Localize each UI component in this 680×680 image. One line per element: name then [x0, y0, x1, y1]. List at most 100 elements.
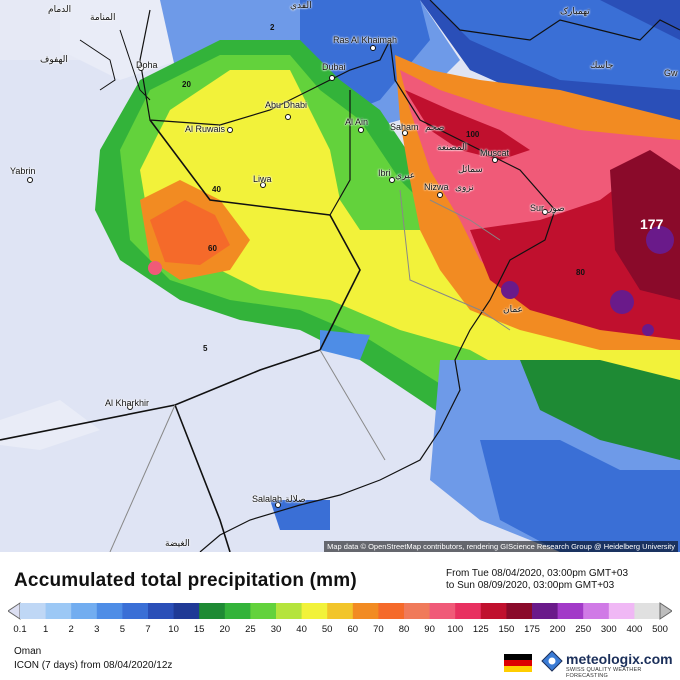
colorbar-segment	[276, 603, 303, 619]
colorbar-tick-label: 300	[600, 624, 617, 635]
meteologix-logo-icon[interactable]	[541, 650, 563, 672]
colorbar-tick-label: 15	[193, 624, 205, 635]
colorbar-segment	[301, 603, 328, 619]
colorbar-segment	[20, 603, 47, 619]
brand-tagline: SWISS QUALITY WEATHER FORECASTING	[566, 667, 642, 679]
colorbar-segment	[45, 603, 72, 619]
contour-label-80: 80	[576, 268, 585, 277]
colorbar-tick-label: 0.1	[13, 624, 27, 635]
city-label-samail-ar: سمائل	[458, 164, 483, 174]
city-label-iran-ar: تهمبارک	[560, 6, 590, 16]
contour-label-100: 100	[466, 130, 480, 139]
colorbar-tick-label: 70	[373, 624, 384, 635]
colorbar-segment	[506, 603, 533, 619]
city-label-manama-ar: المنامة	[90, 12, 116, 22]
colorbar-tick-label: 250	[575, 624, 592, 635]
city-label-ibri: Ibri	[378, 168, 391, 178]
colorbar-segment	[583, 603, 610, 619]
colorbar-tick-label: 1	[42, 624, 49, 635]
period-to: to Sun 08/09/2020, 03:00pm GMT+03	[446, 580, 615, 591]
colorbar-segment	[250, 603, 277, 619]
colorbar-segment	[96, 603, 123, 619]
contour-label-20: 20	[182, 80, 191, 89]
flag-stripe	[504, 654, 532, 660]
colorbar-tick-label: 60	[347, 624, 359, 635]
city-label-sur-ar: صور	[548, 203, 565, 213]
chart-title: Accumulated total precipitation (mm)	[14, 570, 357, 591]
flag-stripe	[504, 660, 532, 666]
city-label-saham: Saham	[390, 122, 419, 132]
city-label-oman-ar: عمان	[503, 304, 523, 314]
colorbar-tick-label: 125	[472, 624, 489, 635]
colorbar-tick-label: 100	[447, 624, 464, 635]
city-label-al-ain: Al Ain	[345, 117, 369, 127]
precipitation-map: Doha Abu Dhabi Dubai Ras Al Khaimah Al A…	[0, 0, 680, 552]
colorbar-segment	[71, 603, 98, 619]
city-label-ras-al-khaimah: Ras Al Khaimah	[333, 35, 398, 45]
colorbar-tick-label: 90	[424, 624, 435, 635]
region-name: Oman	[14, 646, 42, 657]
city-label-dubai: Dubai	[322, 62, 346, 72]
city-label-gw: Gw	[664, 68, 678, 78]
colorbar-segment	[352, 603, 379, 619]
city-label-nizwa: Nizwa	[424, 182, 449, 192]
colorbar-tick-label: 50	[321, 624, 333, 635]
colorbar-tick-label: 2	[68, 624, 74, 635]
colorbar-tick-label: 10	[168, 624, 179, 635]
city-label-yabrin: Yabrin	[10, 166, 36, 176]
city-label-north-ar: الفدي	[290, 0, 312, 10]
map-credit: Map data © OpenStreetMap contributors, r…	[324, 541, 678, 552]
city-label-saham-ar: صحم	[425, 122, 445, 132]
city-label-salalah-ar: صلالة	[285, 494, 306, 504]
colorbar-ticks: 0.1 1 2 3 5 7 10 15 20 25 30 40 50 60 70 80 90 100 125 150 1…	[0, 624, 680, 638]
colorbar-segment	[404, 603, 431, 619]
colorbar-tick-label: 400	[626, 624, 643, 635]
colorbar-segment	[378, 603, 405, 619]
brand-name[interactable]: meteologix.com	[566, 651, 673, 667]
colorbar-segment	[148, 603, 175, 619]
flag-stripe	[504, 666, 532, 672]
colorbar-tick-label: 500	[652, 624, 668, 635]
colorbar-segment	[327, 603, 354, 619]
colorbar-segment	[455, 603, 482, 619]
colorbar-segment	[429, 603, 456, 619]
colorbar-tick-label: 40	[296, 624, 307, 635]
city-label-al-ruwais: Al Ruwais	[185, 124, 226, 134]
city-label-jask-ar: جاسك	[590, 60, 614, 70]
forecast-period: From Tue 08/04/2020, 03:00pm GMT+03 to S…	[446, 568, 628, 592]
colorbar-tick-label: 200	[549, 624, 566, 635]
map-canvas	[0, 0, 680, 552]
contour-label-2: 2	[270, 23, 275, 32]
colorbar-tick-label: 175	[524, 624, 540, 635]
colorbar-tick-label: 80	[398, 624, 410, 635]
city-label-salalah: Salalah	[252, 494, 283, 504]
city-label-dammam-ar: الدمام	[48, 4, 72, 14]
city-label-muscat: Muscat	[480, 148, 510, 158]
logo-sun	[548, 657, 556, 665]
city-label-ghaydah-ar: الغيضة	[165, 538, 190, 548]
max-value-label: 177	[640, 216, 664, 232]
colorbar-segment	[532, 603, 559, 619]
colorbar-segment	[480, 603, 507, 619]
city-label-sur: Sur	[530, 203, 545, 213]
colorbar-segment	[224, 603, 251, 619]
contour-label-60: 60	[208, 244, 217, 253]
germany-flag-icon	[504, 654, 532, 672]
period-from: From Tue 08/04/2020, 03:00pm GMT+03	[446, 568, 629, 579]
colorbar-segment	[634, 603, 661, 619]
colorbar-segment	[173, 603, 200, 619]
colorbar-tick-label: 30	[270, 624, 282, 635]
city-label-al-kharkhir: Al Kharkhir	[105, 398, 150, 408]
city-label-liwa: Liwa	[253, 174, 272, 184]
model-info: ICON (7 days) from 08/04/2020/12z	[14, 660, 173, 671]
city-label-doha: Doha	[136, 60, 158, 70]
colorbar-segment	[122, 603, 149, 619]
colorbar-tick-label: 7	[145, 624, 151, 635]
city-label-hofuf-ar: الهفوف	[40, 54, 68, 64]
contour-label-40: 40	[212, 185, 221, 194]
city-label-abu-dhabi: Abu Dhabi	[265, 100, 308, 110]
colorbar-tick-label: 25	[245, 624, 256, 635]
colorbar-right-arrow	[659, 602, 672, 620]
city-label-musanaa-ar: المصنعة	[437, 142, 468, 152]
colorbar-tick-label: 150	[498, 624, 515, 635]
